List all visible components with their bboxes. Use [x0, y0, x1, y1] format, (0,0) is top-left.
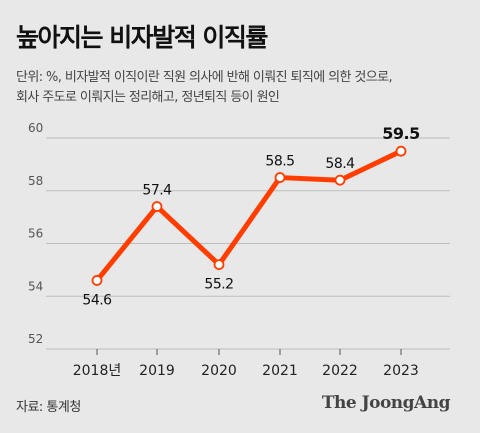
data-point-3 — [274, 172, 286, 183]
data-point-2 — [213, 259, 225, 271]
y-tick-label-52: 52 — [28, 332, 43, 346]
x-tick-label-5: 2023 — [383, 363, 419, 379]
subtitle-line-1: 단위: %, 비자발적 이직이란 직원 의사에 반해 이뤄진 퇴직에 의한 것으… — [16, 70, 393, 85]
y-tick-label-54: 54 — [28, 279, 43, 293]
data-point-5 — [395, 145, 407, 157]
data-label-3: 58.5 — [265, 154, 294, 170]
series-line — [94, 148, 404, 283]
x-tick-label-3: 2021 — [262, 363, 298, 379]
data-label-2: 55.2 — [204, 277, 233, 293]
data-label-5: 59.5 — [382, 124, 420, 143]
data-point-4 — [334, 174, 346, 186]
data-point-1 — [151, 201, 163, 212]
chart-subtitle: 단위: %, 비자발적 이직이란 직원 의사에 반해 이뤄진 퇴직에 의한 것으… — [16, 68, 472, 108]
data-point-0 — [91, 275, 103, 286]
x-tick-label-2: 2020 — [201, 363, 237, 379]
subtitle-line-2: 회사 주도로 이뤄지는 정리해고, 정년퇴직 등이 원인 — [16, 90, 280, 105]
data-label-4: 58.4 — [325, 156, 355, 172]
publisher-logo: The JoongAng — [321, 393, 451, 413]
x-tick-label-4: 2022 — [322, 363, 358, 379]
data-label-1: 57.4 — [142, 183, 172, 199]
y-tick-label-58: 58 — [28, 174, 43, 188]
source-note: 자료: 통계청 — [16, 400, 81, 415]
x-tick-label-0: 2018년 — [73, 363, 122, 379]
y-tick-label-60: 60 — [28, 121, 43, 135]
data-label-0: 54.6 — [82, 292, 112, 308]
chart-title: 높아지는 비자발적 이직률 — [16, 23, 268, 52]
x-tick-label-1: 2019 — [139, 363, 175, 379]
y-tick-label-56: 56 — [28, 227, 43, 241]
